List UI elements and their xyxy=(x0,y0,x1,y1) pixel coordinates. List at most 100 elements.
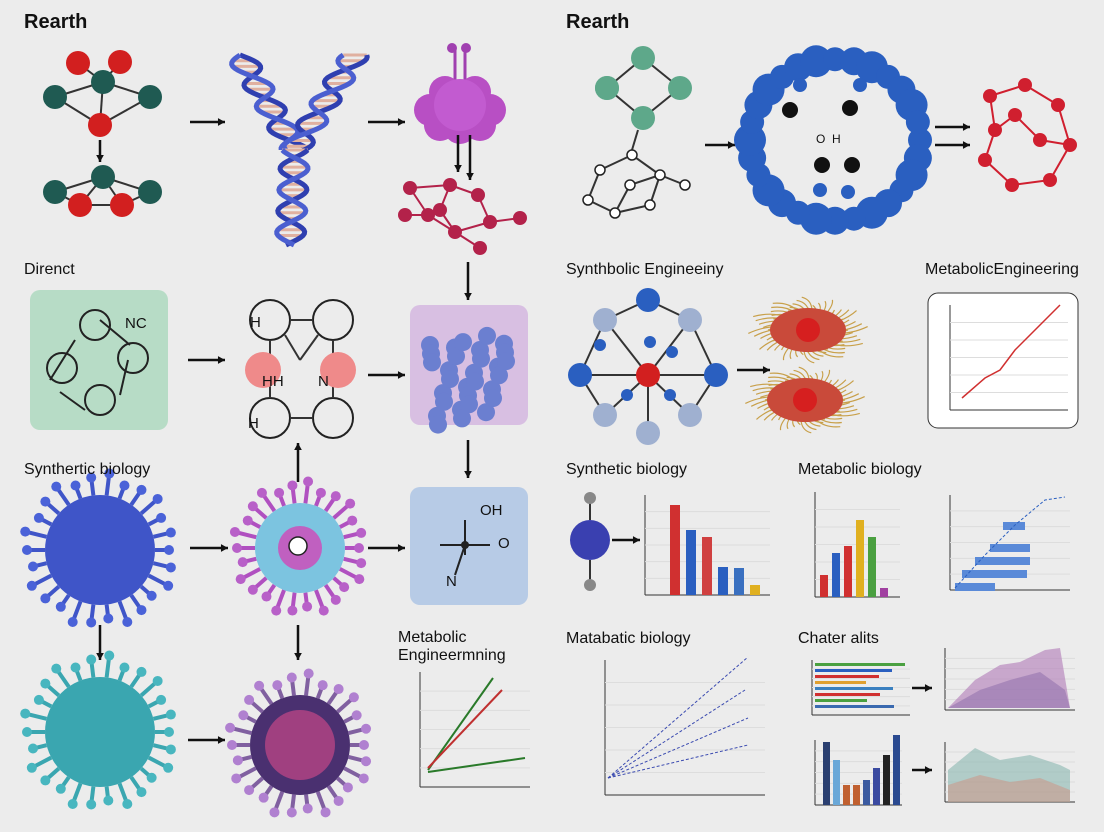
molecule-labels: NC H HH N H OH O N O H xyxy=(125,132,841,590)
atom xyxy=(165,709,176,720)
atom xyxy=(333,795,344,806)
atom xyxy=(302,601,313,612)
atom xyxy=(471,188,485,202)
atom xyxy=(841,185,855,199)
atom xyxy=(303,476,314,487)
atom-label: H xyxy=(832,132,841,146)
atom xyxy=(423,353,441,372)
dna-strand xyxy=(239,52,311,152)
atom xyxy=(20,708,31,719)
atom xyxy=(86,654,97,665)
dna-strand xyxy=(275,148,310,248)
atom xyxy=(448,225,462,239)
atom xyxy=(361,723,372,734)
atom xyxy=(636,288,660,312)
hbar xyxy=(815,699,867,702)
bond xyxy=(454,544,466,576)
atom xyxy=(286,807,297,818)
atom xyxy=(244,694,255,705)
decorations xyxy=(20,43,1079,818)
atom xyxy=(905,110,930,135)
atom xyxy=(584,492,596,504)
atom xyxy=(156,694,167,705)
atom xyxy=(152,675,163,686)
arrow-head xyxy=(294,443,302,451)
hbar xyxy=(815,681,866,684)
atom xyxy=(666,346,678,358)
bar xyxy=(868,537,876,597)
hbar xyxy=(815,693,880,696)
atom xyxy=(103,613,114,624)
atom xyxy=(609,207,621,219)
atom xyxy=(1018,78,1032,92)
arrow-head xyxy=(294,652,302,660)
atom xyxy=(136,666,147,677)
hbar xyxy=(815,687,893,690)
atom xyxy=(654,169,666,181)
atom xyxy=(286,672,297,683)
atom xyxy=(156,512,167,523)
atom xyxy=(84,384,116,416)
atom xyxy=(163,762,174,773)
atom xyxy=(164,545,174,555)
bar xyxy=(832,553,840,597)
bar xyxy=(893,735,900,805)
atom xyxy=(793,78,807,92)
atom xyxy=(258,792,269,803)
atom xyxy=(1051,98,1065,112)
atom xyxy=(490,366,508,385)
atom xyxy=(88,113,112,137)
atom xyxy=(103,795,114,806)
arrow-head xyxy=(924,684,932,692)
atom xyxy=(70,480,81,491)
atom xyxy=(261,591,272,602)
atom xyxy=(461,43,471,53)
atom xyxy=(227,740,237,750)
heading: Direnct xyxy=(24,261,75,278)
atom xyxy=(678,403,702,427)
atom xyxy=(86,799,97,810)
atom xyxy=(247,501,258,512)
atom xyxy=(800,45,833,78)
atom xyxy=(447,43,457,53)
atom xyxy=(287,480,298,491)
atom xyxy=(232,543,242,553)
atom xyxy=(453,409,471,428)
atom xyxy=(43,85,67,109)
atom xyxy=(358,773,369,784)
atom xyxy=(330,594,341,605)
atom xyxy=(33,512,44,523)
atom xyxy=(447,347,465,366)
atom xyxy=(91,70,115,94)
heading: Synthetic biology xyxy=(566,461,687,478)
atom xyxy=(454,333,472,352)
atom xyxy=(664,389,676,401)
atom xyxy=(636,421,660,445)
atom xyxy=(254,680,265,691)
arrow-head xyxy=(217,356,225,364)
atom-label: O xyxy=(816,132,825,146)
hbar xyxy=(955,583,995,591)
atom xyxy=(165,527,176,538)
atom xyxy=(348,692,359,703)
atom xyxy=(978,153,992,167)
bar xyxy=(702,537,712,595)
atom xyxy=(782,102,798,118)
atom xyxy=(20,526,31,537)
bond xyxy=(427,757,526,773)
atom xyxy=(274,487,285,498)
atom xyxy=(40,775,51,786)
atom-label: N xyxy=(318,373,329,390)
area xyxy=(948,775,1070,802)
arrow-head xyxy=(220,544,228,552)
bar xyxy=(883,755,890,805)
atom xyxy=(584,579,596,591)
atom xyxy=(433,203,447,217)
atom xyxy=(636,363,660,387)
atom xyxy=(359,740,369,750)
atom xyxy=(302,803,313,814)
atom xyxy=(26,762,37,773)
atom xyxy=(342,782,353,793)
heading: MetabolicEngineering xyxy=(925,261,1079,278)
atom xyxy=(238,710,249,721)
